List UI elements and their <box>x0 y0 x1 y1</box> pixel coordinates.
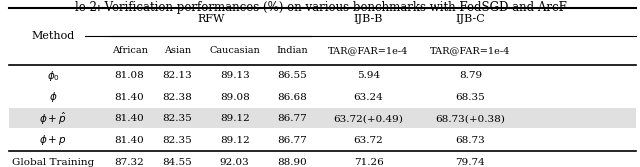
Text: 92.03: 92.03 <box>220 157 250 166</box>
Text: Method: Method <box>31 31 75 41</box>
Bar <box>8 108 636 128</box>
Text: RFW: RFW <box>197 14 225 24</box>
Text: 86.77: 86.77 <box>277 136 307 145</box>
Text: 89.08: 89.08 <box>220 93 250 102</box>
Text: 82.38: 82.38 <box>163 93 192 102</box>
Text: 81.40: 81.40 <box>115 136 145 145</box>
Text: 68.73: 68.73 <box>456 136 485 145</box>
Text: African: African <box>111 46 147 55</box>
Text: Indian: Indian <box>276 46 308 55</box>
Text: 81.40: 81.40 <box>115 114 145 123</box>
Text: 86.68: 86.68 <box>277 93 307 102</box>
Text: 89.12: 89.12 <box>220 114 250 123</box>
Text: 8.79: 8.79 <box>459 71 482 80</box>
Text: Caucasian: Caucasian <box>209 46 260 55</box>
Text: $\phi$: $\phi$ <box>49 90 58 104</box>
Text: 81.40: 81.40 <box>115 93 145 102</box>
Text: 84.55: 84.55 <box>163 157 192 166</box>
Text: 82.13: 82.13 <box>163 71 192 80</box>
Text: 79.74: 79.74 <box>456 157 485 166</box>
Text: 86.55: 86.55 <box>277 71 307 80</box>
Text: 5.94: 5.94 <box>357 71 380 80</box>
Text: TAR@FAR=1e-4: TAR@FAR=1e-4 <box>328 46 409 55</box>
Text: $\phi + p$: $\phi + p$ <box>39 133 67 147</box>
Text: Global Training: Global Training <box>12 157 94 166</box>
Text: 89.12: 89.12 <box>220 136 250 145</box>
Text: 63.72(+0.49): 63.72(+0.49) <box>333 114 403 123</box>
Text: 63.24: 63.24 <box>354 93 383 102</box>
Text: 71.26: 71.26 <box>354 157 383 166</box>
Text: 81.08: 81.08 <box>115 71 145 80</box>
Text: 82.35: 82.35 <box>163 136 192 145</box>
Text: TAR@FAR=1e-4: TAR@FAR=1e-4 <box>430 46 511 55</box>
Text: $\phi_0$: $\phi_0$ <box>47 69 60 82</box>
Text: 82.35: 82.35 <box>163 114 192 123</box>
Text: 68.73(+0.38): 68.73(+0.38) <box>435 114 506 123</box>
Text: 88.90: 88.90 <box>277 157 307 166</box>
Text: 68.35: 68.35 <box>456 93 485 102</box>
Text: IJB-C: IJB-C <box>456 14 485 24</box>
Text: 89.13: 89.13 <box>220 71 250 80</box>
Text: 63.72: 63.72 <box>354 136 383 145</box>
Text: 87.32: 87.32 <box>115 157 145 166</box>
Text: Asian: Asian <box>164 46 191 55</box>
Text: le 2: Verification performances (%) on various benchmarks with FedSGD and ArcF: le 2: Verification performances (%) on v… <box>75 2 566 15</box>
Text: $\phi + \hat{p}$: $\phi + \hat{p}$ <box>39 111 67 127</box>
Text: IJB-B: IJB-B <box>354 14 383 24</box>
Text: 86.77: 86.77 <box>277 114 307 123</box>
